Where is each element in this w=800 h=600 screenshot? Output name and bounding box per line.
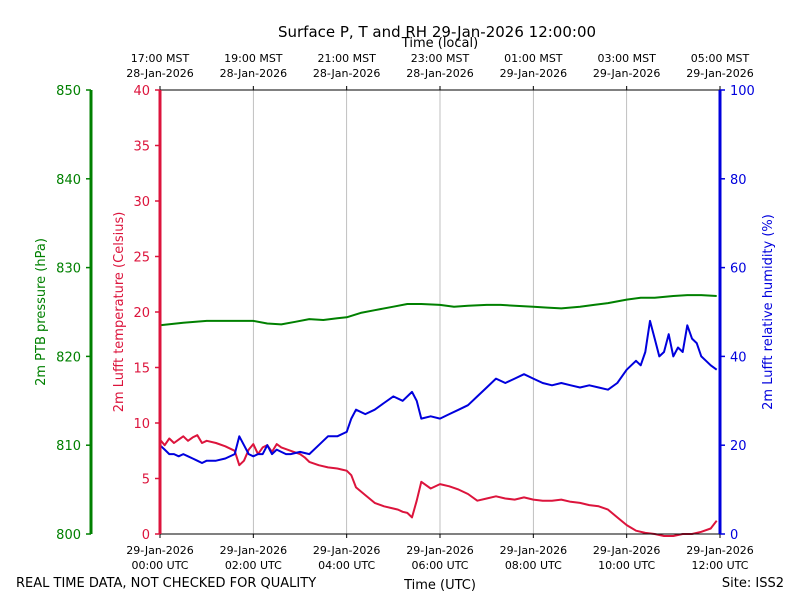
pressure-axis-tick-label: 850 bbox=[56, 84, 81, 99]
top-tick-label-date: 29-Jan-2026 bbox=[686, 67, 754, 80]
humidity-axis-tick-label: 80 bbox=[730, 173, 747, 188]
top-tick-label-time: 23:00 MST bbox=[411, 52, 470, 65]
top-tick-label-date: 28-Jan-2026 bbox=[220, 67, 288, 80]
temperature-axis-tick-label: 10 bbox=[133, 417, 150, 432]
bottom-tick-label-time: 10:00 UTC bbox=[598, 559, 655, 572]
bottom-tick-label-date: 29-Jan-2026 bbox=[500, 544, 568, 557]
site-label: Site: ISS2 bbox=[721, 576, 784, 591]
top-tick-label-date: 29-Jan-2026 bbox=[500, 67, 568, 80]
bottom-tick-label-time: 12:00 UTC bbox=[691, 559, 748, 572]
grid-layer bbox=[252, 90, 628, 534]
top-axis-label: Time (local) bbox=[401, 36, 478, 51]
bottom-tick-label-time: 00:00 UTC bbox=[131, 559, 188, 572]
bottom-tick-label-time: 08:00 UTC bbox=[505, 559, 562, 572]
bottom-tick-label-date: 29-Jan-2026 bbox=[313, 544, 381, 557]
top-tick-label-date: 28-Jan-2026 bbox=[313, 67, 381, 80]
humidity-axis-tick-label: 100 bbox=[730, 84, 755, 99]
temperature-axis-tick-label: 30 bbox=[133, 195, 150, 210]
top-tick-label-time: 01:00 MST bbox=[504, 52, 563, 65]
pressure-axis-tick-label: 830 bbox=[56, 262, 81, 277]
temperature-series-line bbox=[159, 434, 718, 537]
chart-title: Surface P, T and RH 29-Jan-2026 12:00:00 bbox=[278, 23, 596, 41]
temperature-axis-tick-label: 35 bbox=[133, 140, 150, 155]
top-tick-label-time: 17:00 MST bbox=[131, 52, 190, 65]
bottom-tick-label-date: 29-Jan-2026 bbox=[126, 544, 194, 557]
bottom-tick-label-time: 04:00 UTC bbox=[318, 559, 375, 572]
pressure-axis-tick-label: 800 bbox=[56, 528, 81, 543]
temperature-axis-tick-label: 0 bbox=[142, 528, 150, 543]
temperature-axis-label: 2m Lufft temperature (Celsius) bbox=[112, 212, 127, 413]
temperature-axis-tick-label: 20 bbox=[133, 306, 150, 321]
temperature-axis-tick-label: 40 bbox=[133, 84, 150, 99]
bottom-axis-label: Time (UTC) bbox=[403, 578, 476, 593]
axes-layer: 29-Jan-2026 00:00 UTC 29-Jan-2026 02:00 UTC… bbox=[34, 52, 776, 572]
temperature-axis-tick-label: 25 bbox=[133, 251, 150, 266]
top-tick-label-time: 21:00 MST bbox=[317, 52, 376, 65]
bottom-tick-label-time: 02:00 UTC bbox=[225, 559, 282, 572]
bottom-tick-label-date: 29-Jan-2026 bbox=[220, 544, 288, 557]
humidity-axis-tick-label: 20 bbox=[730, 439, 747, 454]
bottom-tick-label-time: 06:00 UTC bbox=[411, 559, 468, 572]
humidity-axis-tick-label: 0 bbox=[730, 528, 738, 543]
top-tick-label-time: 03:00 MST bbox=[597, 52, 656, 65]
temperature-axis-tick-label: 15 bbox=[133, 362, 150, 377]
bottom-tick-label-date: 29-Jan-2026 bbox=[686, 544, 754, 557]
temperature-axis-tick-label: 5 bbox=[142, 473, 150, 488]
quality-disclaimer: REAL TIME DATA, NOT CHECKED FOR QUALITY bbox=[16, 576, 317, 591]
pressure-axis-label: 2m PTB pressure (hPa) bbox=[34, 238, 49, 386]
bottom-tick-label-date: 29-Jan-2026 bbox=[593, 544, 661, 557]
humidity-axis-tick-label: 60 bbox=[730, 262, 747, 277]
pressure-axis-tick-label: 820 bbox=[56, 350, 81, 365]
top-tick-label-date: 29-Jan-2026 bbox=[593, 67, 661, 80]
humidity-axis-tick-label: 40 bbox=[730, 350, 747, 365]
top-tick-label-date: 28-Jan-2026 bbox=[406, 67, 474, 80]
series-layer bbox=[159, 294, 718, 537]
top-tick-label-time: 05:00 MST bbox=[691, 52, 750, 65]
top-tick-label-date: 28-Jan-2026 bbox=[126, 67, 194, 80]
humidity-series-line bbox=[159, 319, 718, 464]
bottom-tick-label-date: 29-Jan-2026 bbox=[406, 544, 474, 557]
pressure-series-line bbox=[159, 294, 717, 327]
humidity-axis-label: 2m Lufft relative humidity (%) bbox=[761, 214, 776, 410]
top-tick-label-time: 19:00 MST bbox=[224, 52, 283, 65]
pressure-axis-tick-label: 810 bbox=[56, 439, 81, 454]
pressure-axis-tick-label: 840 bbox=[56, 173, 81, 188]
